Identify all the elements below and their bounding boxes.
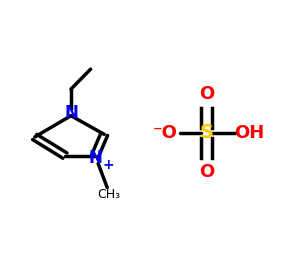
Text: N: N: [88, 149, 102, 167]
Text: N: N: [64, 104, 78, 122]
Text: O: O: [199, 163, 214, 181]
Text: +: +: [103, 158, 114, 172]
Text: S: S: [200, 123, 214, 143]
Text: ⁻O: ⁻O: [153, 124, 178, 142]
Text: CH₃: CH₃: [97, 188, 120, 201]
Text: OH: OH: [234, 124, 264, 142]
Text: O: O: [199, 85, 214, 103]
